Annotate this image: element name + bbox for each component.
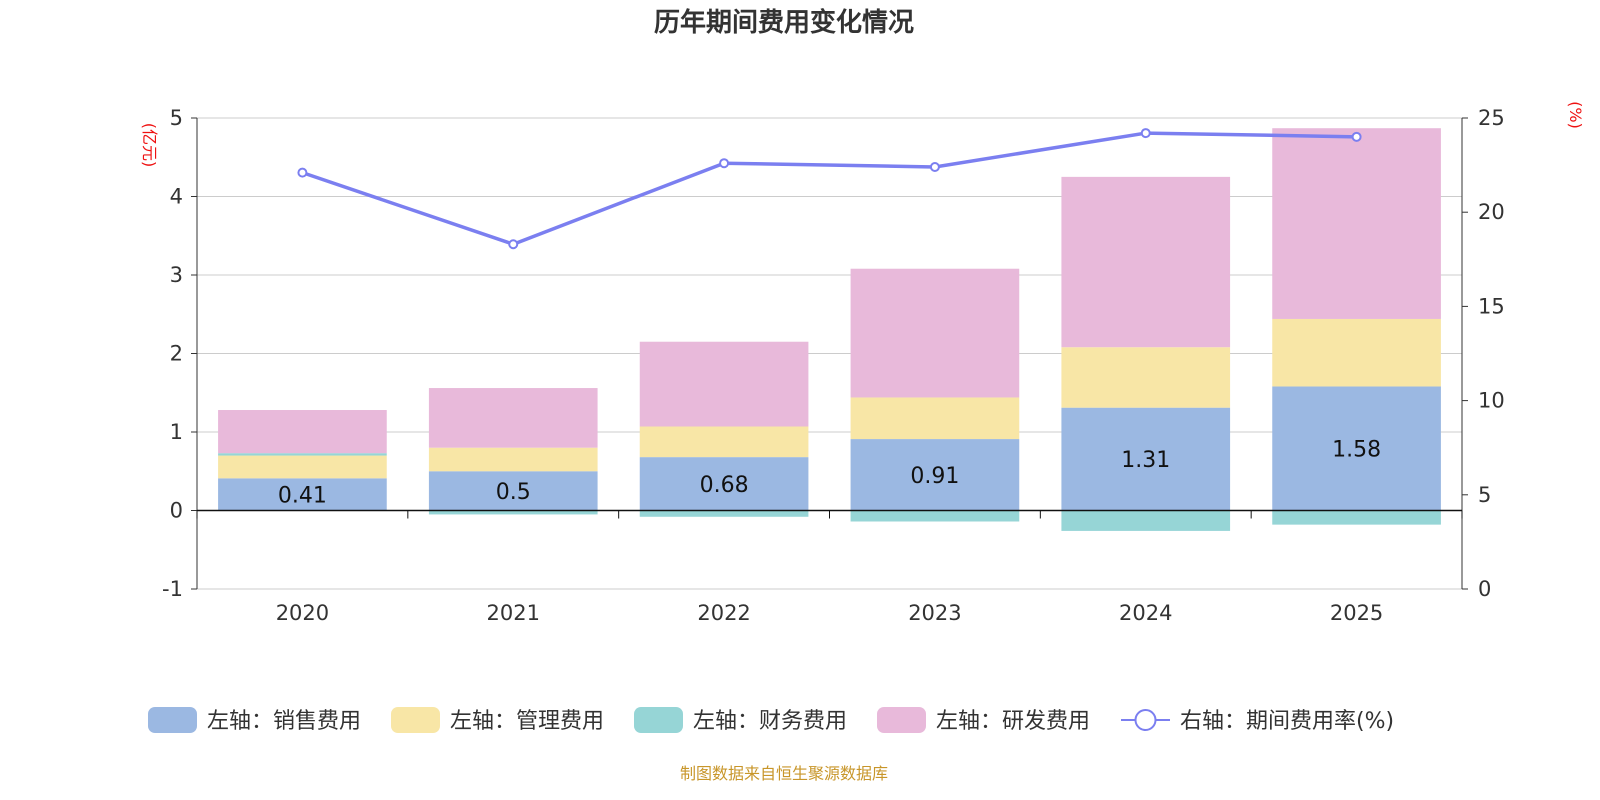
bar-segment bbox=[639, 426, 809, 458]
left-tick-label: 2 bbox=[170, 342, 183, 366]
x-category-label: 2021 bbox=[487, 601, 540, 625]
bar-data-label: 0.41 bbox=[278, 483, 327, 508]
bar-segment bbox=[428, 447, 598, 472]
x-category-label: 2024 bbox=[1119, 601, 1172, 625]
left-tick-label: -1 bbox=[162, 577, 183, 601]
bar-segment bbox=[1272, 386, 1441, 511]
legend-label: 右轴：期间费用率(%) bbox=[1180, 709, 1394, 734]
right-tick-label: 10 bbox=[1478, 389, 1505, 413]
legend-swatch bbox=[634, 707, 683, 733]
bar-segment bbox=[850, 439, 1020, 511]
left-tick-label: 1 bbox=[170, 420, 183, 444]
right-tick-label: 15 bbox=[1478, 294, 1505, 318]
legend-swatch bbox=[391, 707, 440, 733]
bar-segment bbox=[1272, 128, 1441, 319]
rate-point bbox=[508, 239, 519, 250]
legend-label: 左轴：财务费用 bbox=[693, 709, 847, 734]
right-tick-label: 5 bbox=[1478, 483, 1491, 507]
bar-segment bbox=[218, 410, 387, 454]
x-category-label: 2020 bbox=[276, 601, 329, 625]
left-tick-label: 5 bbox=[170, 106, 183, 130]
left-tick-label: 3 bbox=[170, 263, 183, 287]
bar-data-label: 1.58 bbox=[1332, 437, 1381, 462]
x-category-label: 2022 bbox=[697, 601, 750, 625]
right-axis-unit: (%) bbox=[1566, 101, 1585, 129]
legend: 左轴：销售费用 左轴：管理费用 左轴：财务费用 左轴：研发费用 右轴：期间费用率(%) bbox=[148, 707, 1394, 734]
bar-segment bbox=[428, 388, 598, 448]
left-tick-label: 4 bbox=[170, 185, 183, 209]
bar-segment bbox=[428, 510, 598, 515]
bar-segment bbox=[1272, 510, 1441, 525]
bar-segment bbox=[1272, 318, 1441, 387]
bar-segment bbox=[1061, 510, 1231, 531]
legend-swatch bbox=[877, 707, 926, 733]
legend-label: 左轴：管理费用 bbox=[450, 709, 604, 734]
chart-title: 历年期间费用变化情况 bbox=[654, 7, 914, 38]
bar-segment bbox=[850, 510, 1020, 522]
bar-segment bbox=[1061, 176, 1231, 348]
legend-label: 左轴：销售费用 bbox=[207, 709, 361, 734]
legend-marker bbox=[1134, 709, 1157, 731]
bar-segment bbox=[218, 455, 387, 479]
bar-segment bbox=[850, 397, 1020, 440]
right-tick-label: 20 bbox=[1478, 200, 1505, 224]
bar-segment bbox=[639, 341, 809, 427]
source-note: 制图数据来自恒生聚源数据库 bbox=[680, 764, 888, 783]
rate-point bbox=[929, 161, 940, 172]
rate-point bbox=[719, 158, 730, 169]
bar-segment bbox=[639, 457, 809, 511]
rate-point bbox=[1140, 128, 1151, 139]
rate-line-series bbox=[297, 128, 1362, 250]
rate-line bbox=[301, 131, 1357, 247]
data-labels: 0.41 0.5 0.68 0.91 1.31 1.58 bbox=[278, 437, 1381, 508]
bar-segment bbox=[428, 471, 598, 511]
bar-segment bbox=[1061, 347, 1231, 408]
rate-point bbox=[297, 167, 308, 178]
right-tick-label: 25 bbox=[1478, 106, 1505, 130]
x-category-label: 2025 bbox=[1330, 601, 1383, 625]
bar-data-label: 0.5 bbox=[496, 480, 531, 505]
rate-point bbox=[1351, 131, 1362, 142]
bar-data-label: 0.68 bbox=[700, 473, 749, 498]
bar-segment bbox=[218, 453, 387, 456]
bar-data-label: 0.91 bbox=[910, 464, 959, 489]
legend-swatch bbox=[148, 707, 197, 733]
x-category-label: 2023 bbox=[908, 601, 961, 625]
bar-data-label: 1.31 bbox=[1121, 448, 1170, 473]
left-tick-label: 0 bbox=[170, 499, 183, 523]
bar-series bbox=[218, 128, 1441, 531]
left-axis-unit: (亿元) bbox=[140, 123, 159, 168]
bar-segment bbox=[1061, 407, 1231, 511]
legend-label: 左轴：研发费用 bbox=[936, 709, 1090, 734]
bar-segment bbox=[218, 478, 387, 511]
bar-segment bbox=[850, 268, 1020, 398]
right-tick-label: 0 bbox=[1478, 577, 1491, 601]
bar-segment bbox=[639, 510, 809, 517]
